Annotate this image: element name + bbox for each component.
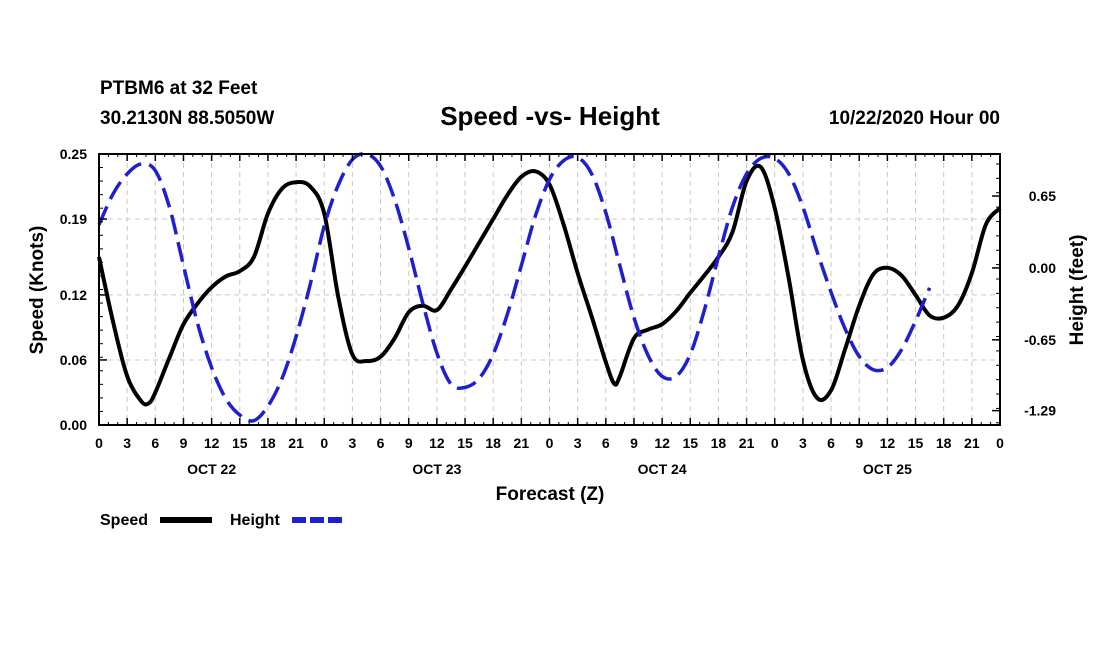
chart-title: Speed -vs- Height	[440, 101, 660, 131]
y-left-tick-label: 0.06	[60, 352, 87, 368]
series-height-line	[97, 151, 932, 423]
run-label: 10/22/2020 Hour 00	[829, 108, 1000, 129]
x-tick-label: 3	[574, 435, 582, 451]
y-axis-right-label: Height (feet)	[1067, 235, 1088, 346]
x-axis-label: Forecast (Z)	[496, 484, 605, 505]
y-left-tick-label: 0.00	[60, 417, 87, 433]
legend-height-label: Height	[230, 512, 280, 529]
x-tick-label: 9	[405, 435, 413, 451]
x-tick-label: 15	[908, 435, 924, 451]
x-tick-label: 21	[288, 435, 304, 451]
x-tick-label: 12	[429, 435, 445, 451]
station-label: PTBM6 at 32 Feet	[100, 78, 258, 99]
legend-speed-label: Speed	[100, 512, 148, 529]
y-left-tick-label: 0.25	[60, 146, 87, 162]
day-label: OCT 25	[863, 461, 912, 477]
legend: Speed Height	[100, 512, 342, 529]
x-tick-label: 12	[204, 435, 220, 451]
x-tick-label: 0	[996, 435, 1004, 451]
y-right-tick-label: 0.65	[1029, 188, 1056, 204]
x-tick-label: 3	[799, 435, 807, 451]
series-speed-line	[97, 163, 1002, 407]
y-right-tick-label: -1.29	[1024, 403, 1056, 419]
series-layer	[97, 151, 1002, 423]
x-tick-label: 0	[95, 435, 103, 451]
day-label: OCT 23	[412, 461, 461, 477]
x-tick-label: 18	[260, 435, 276, 451]
y-left-tick-label: 0.19	[60, 211, 87, 227]
day-label: OCT 22	[187, 461, 236, 477]
y-right-tick-label: -0.65	[1024, 332, 1056, 348]
x-tick-label: 6	[377, 435, 385, 451]
x-tick-label: 18	[485, 435, 501, 451]
location-label: 30.2130N 88.5050W	[100, 108, 274, 129]
x-tick-label: 3	[123, 435, 131, 451]
x-tick-label: 21	[514, 435, 530, 451]
x-tick-label: 12	[654, 435, 670, 451]
x-tick-label: 18	[936, 435, 952, 451]
x-tick-label: 15	[457, 435, 473, 451]
x-tick-label: 6	[602, 435, 610, 451]
x-tick-label: 21	[739, 435, 755, 451]
day-label: OCT 24	[638, 461, 687, 477]
x-tick-label: 9	[855, 435, 863, 451]
x-tick-label: 9	[180, 435, 188, 451]
x-tick-label: 9	[630, 435, 638, 451]
gridlines	[98, 154, 1001, 425]
x-tick-label: 0	[771, 435, 779, 451]
x-tick-label: 0	[320, 435, 328, 451]
x-tick-label: 6	[151, 435, 159, 451]
x-tick-label: 18	[711, 435, 727, 451]
x-tick-label: 3	[349, 435, 357, 451]
x-tick-label: 21	[964, 435, 980, 451]
x-tick-label: 0	[546, 435, 554, 451]
y-right-tick-label: 0.00	[1029, 260, 1056, 276]
y-left-tick-label: 0.12	[60, 287, 87, 303]
y-axis-left-label: Speed (Knots)	[27, 226, 48, 355]
x-tick-label: 12	[880, 435, 896, 451]
x-tick-label: 15	[682, 435, 698, 451]
x-tick-label: 6	[827, 435, 835, 451]
x-tick-label: 15	[232, 435, 248, 451]
axes: 0 3 6 9 12 15 18 21 0 3 6 9 12 15 18 21 0 3 6 9 12 15 18 21 0 3 6 9…	[60, 146, 1056, 477]
